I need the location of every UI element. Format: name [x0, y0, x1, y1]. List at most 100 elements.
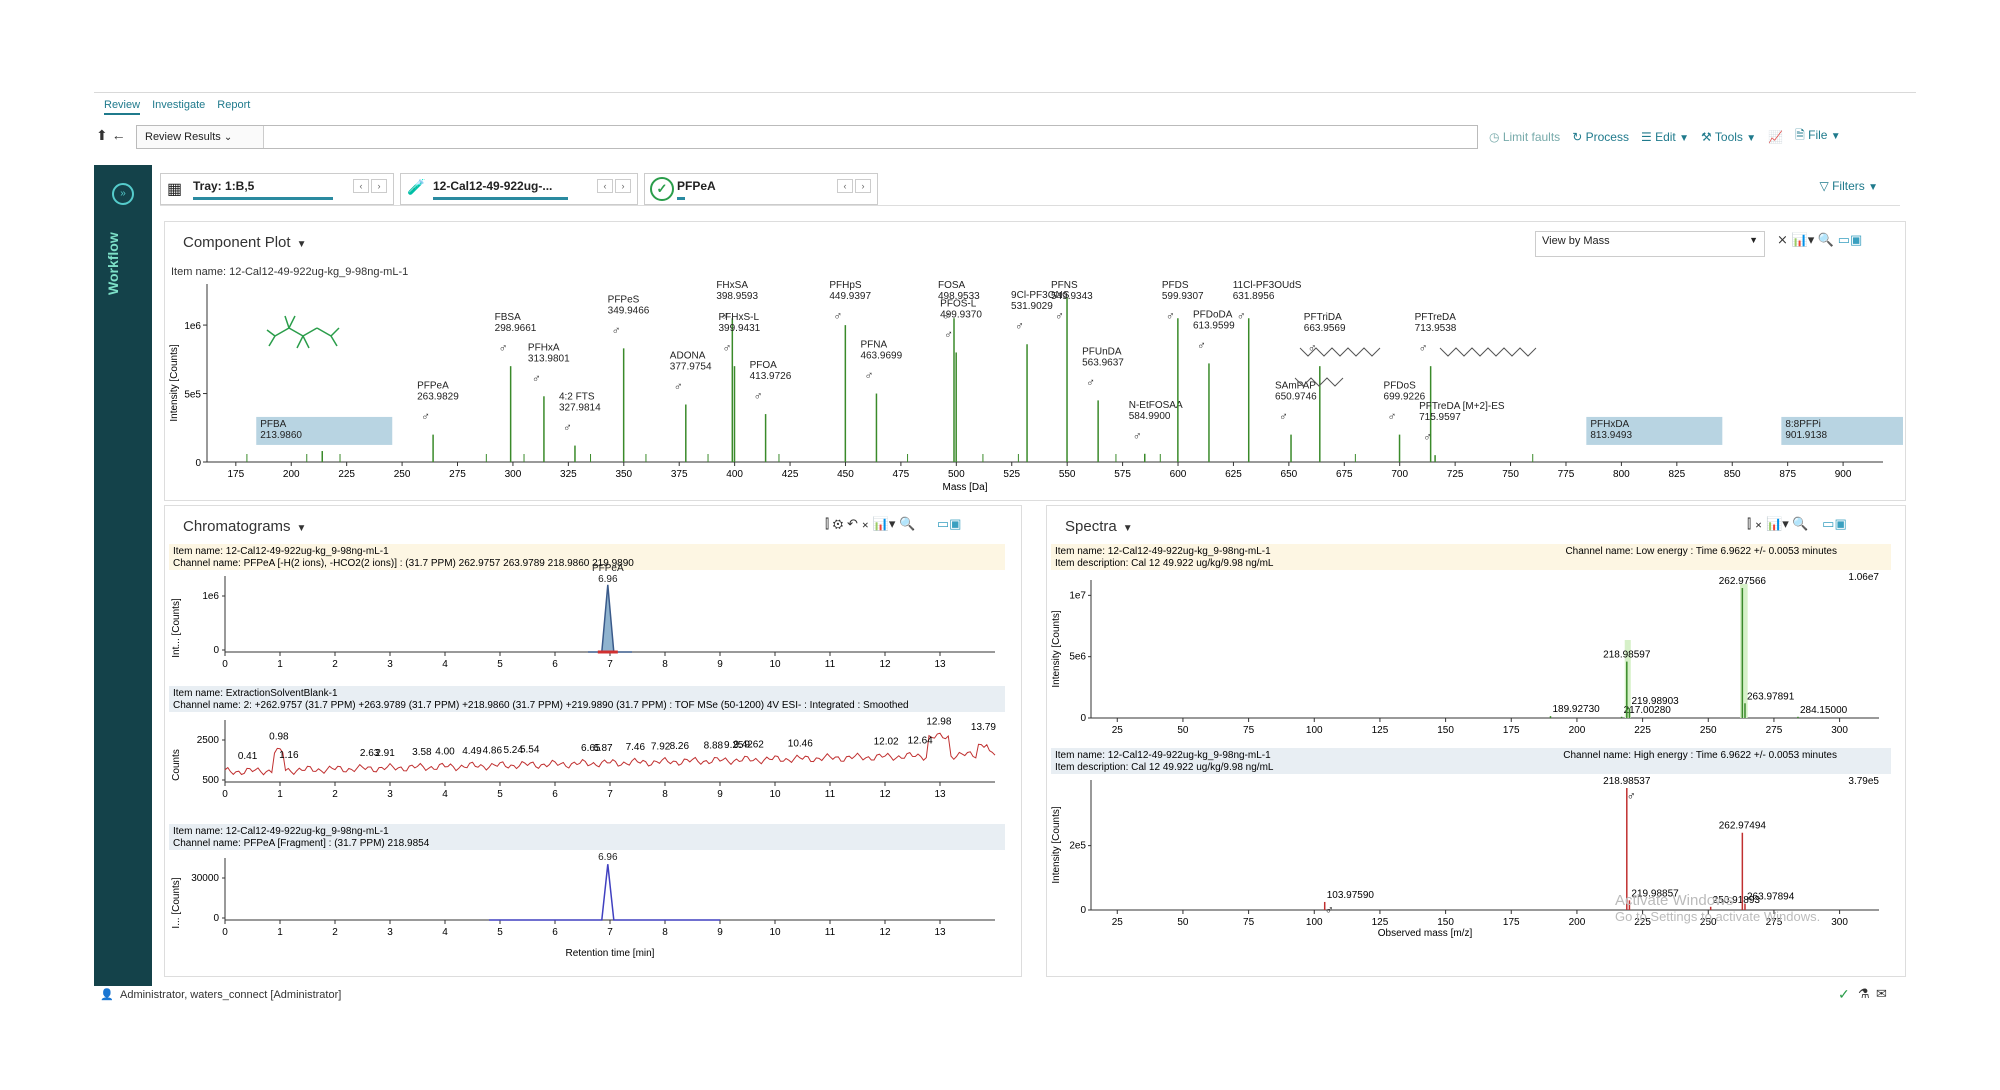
filters-label: Filters: [1832, 179, 1865, 193]
y-tick-label: 1e7: [1069, 590, 1086, 601]
next-icon[interactable]: ›: [615, 179, 631, 193]
zoom-tool-icon[interactable]: ⨯: [1754, 516, 1763, 531]
peak-label: 262.97566: [1719, 576, 1767, 587]
status-ok-icon[interactable]: ✓: [1838, 986, 1850, 1002]
x-tick-label: 750: [1502, 469, 1519, 480]
back-icon[interactable]: ←: [111, 127, 126, 143]
mail-icon[interactable]: ✉: [1876, 986, 1887, 1001]
search-icon[interactable]: 🔍: [1792, 516, 1809, 531]
tray-selector[interactable]: ▦ Tray: 1:B,5 ‹ ›: [160, 173, 394, 205]
x-axis-label: Retention time [min]: [566, 948, 655, 959]
expand-icon[interactable]: »: [112, 183, 134, 205]
chart-options-icon[interactable]: 📊▾: [872, 516, 896, 531]
peak-label: 9.62: [744, 739, 764, 750]
file-label: File: [1808, 128, 1828, 142]
x-tick-label: 575: [1114, 469, 1131, 480]
molecule-icon: ♂: [720, 309, 729, 323]
sample-progress: [433, 197, 568, 200]
search-icon[interactable]: 🔍: [1817, 232, 1835, 247]
x-tick-label: 275: [1766, 725, 1783, 736]
component-plot-title[interactable]: Component Plot ▼: [183, 234, 306, 251]
limit-faults-label: Limit faults: [1502, 129, 1561, 144]
x-tick-label: 225: [338, 469, 355, 480]
file-button[interactable]: 🗎 File ▼: [1795, 126, 1841, 147]
y-axis-label: Intensity [Counts]: [1051, 610, 1062, 687]
peak-label: 213.9860: [260, 430, 302, 441]
search-icon[interactable]: 🔍: [899, 516, 916, 531]
chevron-down-icon: ⌄: [223, 132, 233, 143]
molecule-icon: ♂: [532, 371, 541, 385]
chart-icon[interactable]: 📈: [1768, 129, 1784, 144]
peaks-icon[interactable]: ⫿: [825, 516, 830, 531]
review-results-crumb[interactable]: Review Results ⌄: [137, 126, 264, 148]
layout-icon[interactable]: ▭▣: [1837, 232, 1863, 247]
home-icon[interactable]: ⬆: [96, 127, 108, 143]
x-tick-label: 175: [227, 469, 244, 480]
zoom-tool-icon[interactable]: ⨯: [1777, 232, 1788, 247]
undo-icon[interactable]: ↶: [846, 516, 858, 531]
peak-label: 399.9431: [719, 323, 761, 334]
spectra-title[interactable]: Spectra ▼: [1065, 518, 1133, 535]
peak-label: 219.98903: [1631, 696, 1679, 707]
tab-investigate[interactable]: Investigate: [152, 99, 206, 111]
check-circle-icon: ✓: [650, 177, 674, 201]
next-icon[interactable]: ›: [855, 179, 871, 193]
zoom-tool-icon[interactable]: ⨯: [861, 516, 870, 531]
prev-icon[interactable]: ‹: [597, 179, 613, 193]
x-tick-label: 6: [552, 659, 558, 670]
caret-down-icon: ▼: [296, 523, 307, 534]
x-tick-label: 625: [1225, 469, 1242, 480]
peaks-icon[interactable]: ⫿: [1747, 516, 1752, 531]
peak-label: 531.9029: [1011, 301, 1053, 312]
chromatograms-title[interactable]: Chromatograms ▼: [183, 518, 306, 535]
peak-label: 9Cl-PF3ONS: [1011, 290, 1070, 301]
peak-label: PFDoS: [1384, 381, 1417, 392]
peak-label: 8.26: [670, 741, 690, 752]
peak-label: 263.9829: [417, 392, 459, 403]
spectra-panel: Spectra ▼ ⫿ ⨯ 📊▾ 🔍 ▭▣ Item name: 12-Cal12…: [1046, 505, 1906, 977]
trace-header: [169, 686, 1005, 712]
gear-icon[interactable]: ⚙: [832, 516, 844, 531]
next-icon[interactable]: ›: [371, 179, 387, 193]
tab-report[interactable]: Report: [217, 99, 251, 111]
layout-icon[interactable]: ▭▣: [936, 516, 962, 531]
tab-review[interactable]: Review: [104, 99, 141, 115]
sample-selector[interactable]: 🧪 12-Cal12-49-922ug-... ‹ ›: [400, 173, 638, 205]
tools-button[interactable]: ⚒ Tools ▼: [1701, 130, 1756, 144]
x-tick-label: 275: [1766, 917, 1783, 928]
view-by-select[interactable]: View by Mass ▼: [1535, 231, 1765, 257]
x-tick-label: 7: [607, 659, 613, 670]
compound-selector[interactable]: ✓ PFPeA ‹ ›: [644, 173, 878, 205]
x-tick-label: 600: [1170, 469, 1187, 480]
workflow-label[interactable]: Workflow: [105, 232, 121, 295]
prev-icon[interactable]: ‹: [837, 179, 853, 193]
filters-button[interactable]: ▽ Filters ▼: [1820, 179, 1879, 193]
edit-button[interactable]: ☰ Edit ▼: [1641, 130, 1689, 144]
molecule-icon: ♂: [1279, 410, 1288, 424]
x-tick-label: 475: [893, 469, 910, 480]
peak-label: 2.91: [375, 748, 395, 759]
flask-icon[interactable]: ⚗: [1858, 986, 1870, 1001]
layout-icon[interactable]: ▭▣: [1822, 516, 1847, 531]
prev-icon[interactable]: ‹: [353, 179, 369, 193]
peak-label: 650.9746: [1275, 392, 1317, 403]
bond-line: [296, 335, 304, 349]
component-plot-title-text: Component Plot: [183, 234, 291, 251]
peak-label: PFTreDA: [1415, 312, 1457, 323]
peak-label: 4.49: [462, 746, 482, 757]
process-button[interactable]: ↻ Process: [1572, 130, 1629, 144]
peak-label: 10.46: [788, 738, 813, 749]
x-tick-label: 700: [1391, 469, 1408, 480]
x-tick-label: 350: [615, 469, 632, 480]
chart-options-icon[interactable]: 📊▾: [1766, 516, 1789, 531]
caret-down-icon: ▼: [1679, 132, 1689, 144]
refresh-icon: ↻: [1572, 129, 1583, 144]
chart-options-icon[interactable]: 📊▾: [1791, 232, 1815, 247]
limit-faults-button[interactable]: ◷ Limit faults: [1489, 130, 1560, 144]
y-tick-label: 5e5: [184, 390, 201, 401]
item-name: Item name: 12-Cal12-49-922ug-kg_9-98ng-m…: [171, 266, 409, 278]
x-tick-label: 300: [1831, 725, 1848, 736]
x-tick-label: 7: [607, 927, 613, 938]
x-tick-label: 11: [825, 927, 836, 938]
x-tick-label: 9: [717, 927, 723, 938]
